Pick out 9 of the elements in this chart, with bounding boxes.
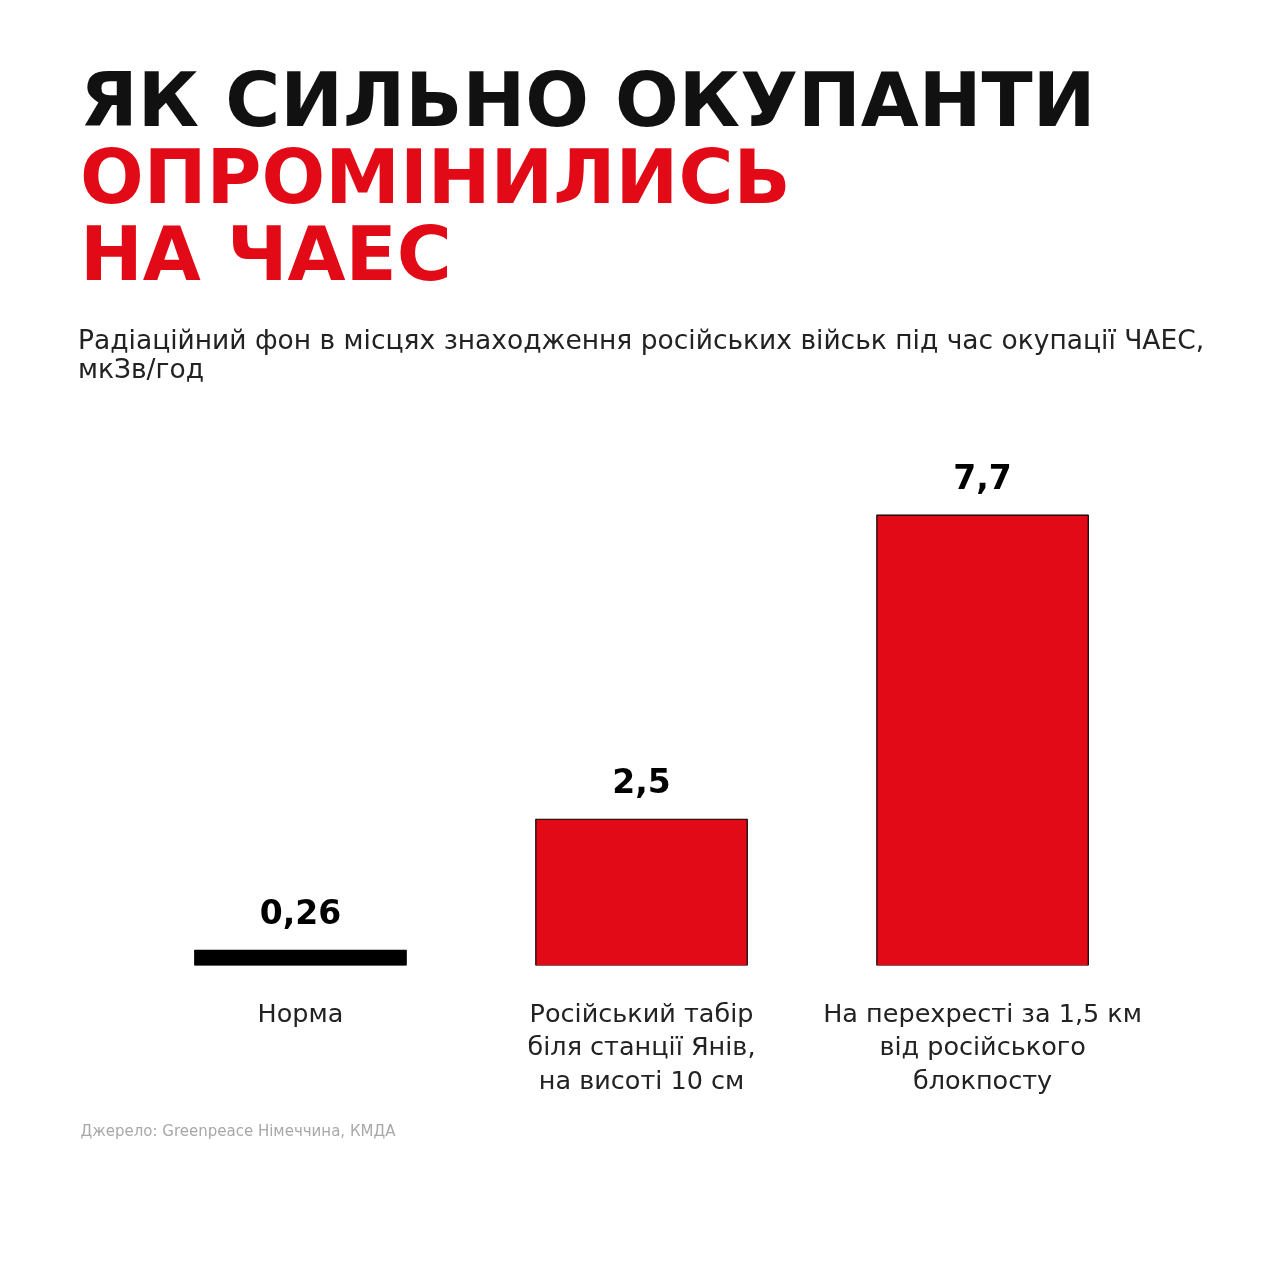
x-tick-label: Норма xyxy=(257,997,344,1028)
chart-title: ЯК СИЛЬНО ОКУПАНТИ ОПРОМІНИЛИСЬ НА ЧАЕС xyxy=(80,56,1096,298)
x-tick-label: Російський табір біля станції Янів, на висоті 10 см xyxy=(527,997,756,1095)
x-tick-label: На перехресті за 1,5 км від російського блокпосту xyxy=(823,997,1142,1095)
data-label: 7,7 xyxy=(953,458,1012,498)
data-label: 2,5 xyxy=(612,762,671,802)
chart-subtitle: Радіаційний фон в місцях знаходження російських військ під час окупації ЧАЕС, мкЗв/год xyxy=(78,324,1205,384)
text: Джерело: Greenpeace Німеччина, КМДА xyxy=(80,1121,397,1140)
data-label: 0,26 xyxy=(259,893,342,933)
